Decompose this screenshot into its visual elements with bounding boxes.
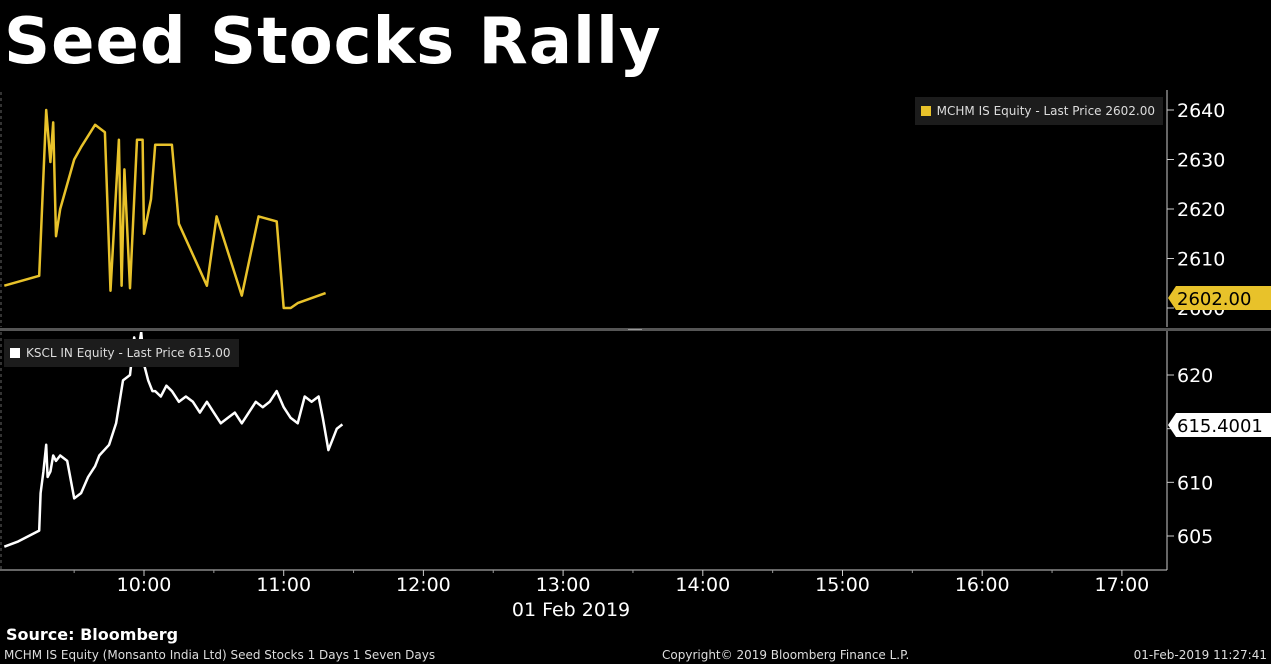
series-line-0	[3, 108, 327, 310]
last-price-tag-text-0: 2602.00	[1177, 289, 1251, 310]
y-tick-label-0-2: 2620	[1177, 199, 1225, 221]
legend-bottom: KSCL IN Equity - Last Price 615.00	[4, 339, 239, 367]
y-tick-label-1-1: 610	[1177, 472, 1213, 494]
legend-swatch-white	[10, 348, 20, 358]
last-price-tag-1: 615.4001	[1168, 413, 1271, 437]
x-tick-label-5: 15:00	[815, 574, 870, 596]
last-price-tag-0: 2602.00	[1168, 286, 1271, 310]
x-tick-label-1: 11:00	[256, 574, 311, 596]
top-panel: 260026102620263026402602.00	[0, 90, 1271, 327]
y-tick-label-0-3: 2630	[1177, 150, 1225, 172]
last-price-tag-text-1: 615.4001	[1177, 416, 1263, 437]
x-tick-label-3: 13:00	[536, 574, 591, 596]
source-label: Source: Bloomberg	[6, 625, 179, 644]
chart-title: Seed Stocks Rally	[4, 5, 662, 79]
x-tick-label-2: 12:00	[396, 574, 451, 596]
x-date-label: 01 Feb 2019	[512, 599, 630, 621]
y-tick-label-0-1: 2610	[1177, 249, 1225, 271]
legend-swatch-yellow	[920, 106, 931, 116]
series-line-1	[3, 332, 344, 548]
x-tick-label-6: 16:00	[955, 574, 1010, 596]
legend-top: MCHM IS Equity - Last Price 2602.00	[914, 97, 1163, 125]
x-tick-label-7: 17:00	[1095, 574, 1150, 596]
y-tick-label-1-3: 620	[1177, 365, 1213, 387]
y-tick-label-0-4: 2640	[1177, 100, 1225, 122]
footer-copyright: Copyright© 2019 Bloomberg Finance L.P.	[662, 648, 910, 662]
legend-top-text: MCHM IS Equity - Last Price 2602.00	[936, 104, 1155, 118]
x-tick-label-0: 10:00	[117, 574, 172, 596]
y-tick-label-1-0: 605	[1177, 526, 1213, 548]
footer-description: MCHM IS Equity (Monsanto India Ltd) Seed…	[4, 648, 436, 662]
footer-timestamp: 01-Feb-2019 11:27:41	[1133, 648, 1267, 662]
legend-bottom-text: KSCL IN Equity - Last Price 615.00	[26, 346, 231, 360]
x-tick-label-4: 14:00	[675, 574, 730, 596]
x-axis: 10:00 11:00 12:00 13:00 14:00 15:00 16:00 17:00…	[0, 569, 1167, 621]
bottom-panel: 605610615620615.4001	[0, 330, 1271, 570]
